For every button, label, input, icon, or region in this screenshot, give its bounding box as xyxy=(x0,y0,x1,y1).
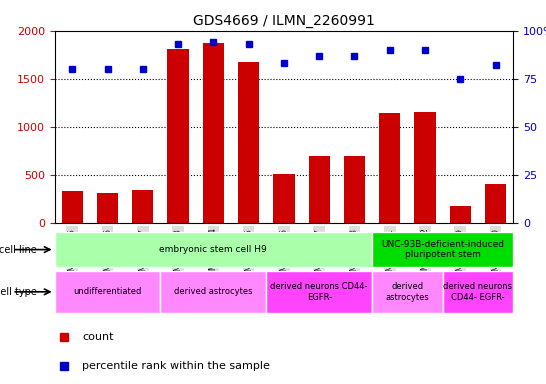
Text: embryonic stem cell H9: embryonic stem cell H9 xyxy=(159,245,267,254)
Bar xyxy=(168,49,189,223)
Text: derived neurons CD44-
EGFR-: derived neurons CD44- EGFR- xyxy=(270,282,368,301)
Bar xyxy=(450,206,471,223)
Bar xyxy=(62,191,83,223)
Bar xyxy=(308,157,330,223)
Text: percentile rank within the sample: percentile rank within the sample xyxy=(82,361,270,371)
FancyBboxPatch shape xyxy=(266,271,372,313)
FancyBboxPatch shape xyxy=(161,271,266,313)
Text: cell type: cell type xyxy=(0,287,37,297)
Bar xyxy=(414,112,436,223)
FancyBboxPatch shape xyxy=(443,271,513,313)
Text: undifferentiated: undifferentiated xyxy=(73,287,142,296)
FancyBboxPatch shape xyxy=(372,271,443,313)
Text: cell line: cell line xyxy=(0,245,37,255)
Text: count: count xyxy=(82,332,114,342)
Bar xyxy=(274,174,294,223)
Text: derived
astrocytes: derived astrocytes xyxy=(385,282,429,301)
Title: GDS4669 / ILMN_2260991: GDS4669 / ILMN_2260991 xyxy=(193,14,375,28)
Bar xyxy=(344,156,365,223)
FancyBboxPatch shape xyxy=(55,232,372,267)
Text: derived astrocytes: derived astrocytes xyxy=(174,287,253,296)
Bar xyxy=(238,62,259,223)
Bar xyxy=(97,194,118,223)
Text: UNC-93B-deficient-induced
pluripotent stem: UNC-93B-deficient-induced pluripotent st… xyxy=(381,240,504,259)
Bar xyxy=(379,113,400,223)
FancyBboxPatch shape xyxy=(372,232,513,267)
FancyBboxPatch shape xyxy=(55,271,161,313)
Bar xyxy=(132,190,153,223)
Bar xyxy=(203,43,224,223)
Bar xyxy=(485,184,506,223)
Text: derived neurons
CD44- EGFR-: derived neurons CD44- EGFR- xyxy=(443,282,513,301)
